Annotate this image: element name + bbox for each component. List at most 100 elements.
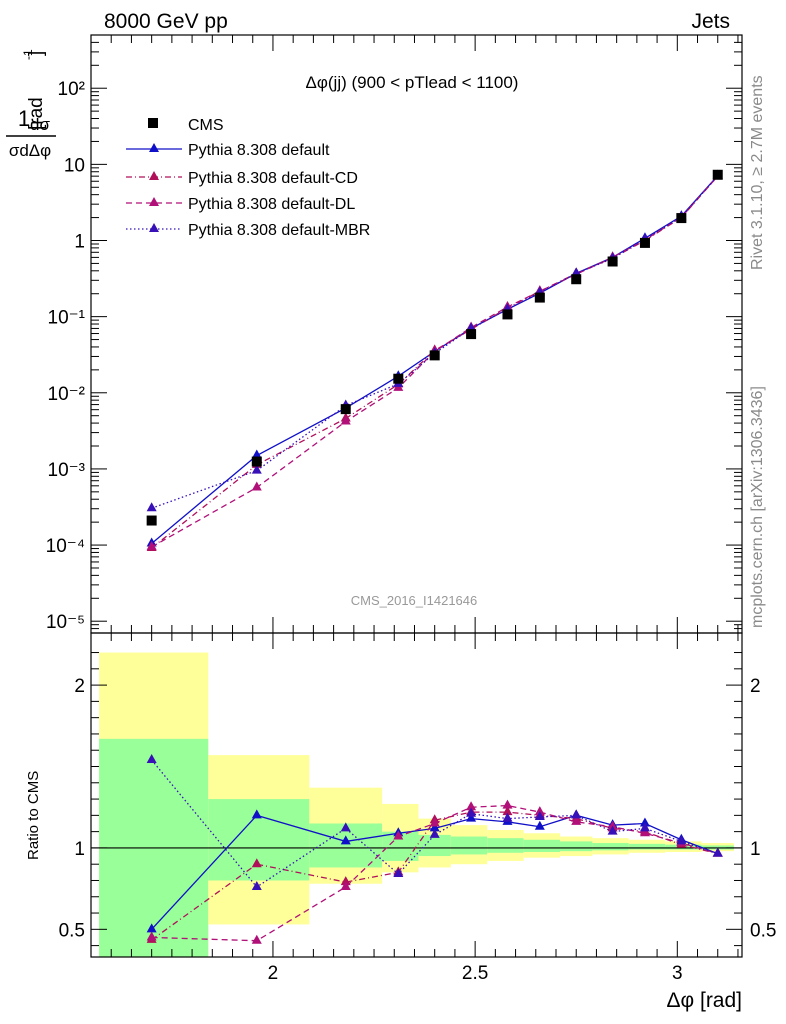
- y-tick-label: 10⁻²: [48, 384, 86, 405]
- header-left: 8000 GeV pp: [104, 10, 228, 33]
- cms-point: [146, 515, 157, 526]
- ratio-frame: [90, 632, 743, 958]
- ratio-y-tick-label: 2: [74, 676, 85, 697]
- ratio-y-axis-label: Ratio to CMS: [25, 771, 42, 860]
- ratio-point: [534, 810, 545, 820]
- header-right: Jets: [691, 10, 730, 33]
- y-tick-label: 10: [64, 155, 85, 176]
- y-tick-label: 1: [74, 232, 85, 253]
- cms-point: [534, 292, 545, 303]
- cms-point: [676, 213, 687, 224]
- series-point: [340, 415, 351, 425]
- plot-title: Δφ(jj) (900 < pTlead < 1100): [306, 73, 519, 92]
- x-tick-label: 2: [268, 963, 279, 984]
- legend: CMS Pythia 8.308 default Pythia 8.308 de…: [126, 117, 370, 239]
- ratio-point: [146, 931, 157, 941]
- ratio-point: [502, 806, 513, 816]
- band-inner: [628, 843, 666, 850]
- cms-point: [393, 373, 404, 384]
- ratio-point: [393, 867, 404, 877]
- main-series: [146, 169, 723, 552]
- svg-text:]: ]: [26, 51, 47, 56]
- ratio-point: [340, 876, 351, 886]
- series-point: [251, 464, 262, 474]
- cms-point: [340, 404, 351, 415]
- band-inner: [450, 836, 488, 855]
- ratio-point: [340, 822, 351, 832]
- ratio-point: [571, 809, 582, 819]
- ratio-y-tick-label: 0.5: [59, 920, 85, 941]
- ratio-point: [502, 812, 513, 822]
- legend-label-default: Pythia 8.308 default: [188, 142, 330, 159]
- ratio-point: [429, 828, 440, 838]
- legend-entry-mbr: Pythia 8.308 default-MBR: [126, 222, 370, 239]
- svg-text:σdΔφ: σdΔφ: [9, 141, 51, 160]
- ratio-y-tick-label-right: 1: [750, 839, 761, 860]
- legend-entry-cd: Pythia 8.308 default-CD: [126, 170, 358, 187]
- legend-entry-default: Pythia 8.308 default: [126, 142, 330, 159]
- series-point: [251, 449, 262, 459]
- svg-text:[rad: [rad: [26, 97, 47, 130]
- legend-label-mbr: Pythia 8.308 default-MBR: [188, 222, 370, 239]
- ratio-point: [534, 820, 545, 830]
- ratio-point: [712, 847, 723, 857]
- ratio-point: [340, 835, 351, 845]
- band-inner: [592, 843, 629, 851]
- ratio-series: [146, 753, 723, 944]
- ratio-point: [639, 822, 650, 832]
- ratio-point: [340, 880, 351, 890]
- ratio-point: [607, 820, 618, 830]
- y-tick-label: 10⁻⁴: [46, 536, 85, 557]
- ratio-point: [466, 812, 477, 822]
- y-tick-label: 10⁻¹: [48, 308, 86, 329]
- main-y-axis-label: 1 dσ σdΔφ [rad -1 ]: [6, 49, 56, 160]
- band-inner: [208, 799, 310, 881]
- y-tick-label: 10²: [58, 79, 85, 100]
- ratio-y-tick-label-right: 0.5: [750, 920, 776, 941]
- ratio-point: [466, 801, 477, 811]
- ratio-y-tick-label: 1: [74, 839, 85, 860]
- ratio-point: [146, 923, 157, 933]
- ratio-point: [466, 807, 477, 817]
- cms-point: [502, 309, 513, 320]
- legend-label-cd: Pythia 8.308 default-CD: [188, 170, 358, 187]
- ratio-point: [639, 827, 650, 837]
- svg-text:-1: -1: [21, 49, 35, 60]
- band-inner: [487, 838, 524, 853]
- y-tick-label: 10⁻⁵: [46, 612, 85, 633]
- watermark: CMS_2016_I1421646: [351, 593, 478, 608]
- svg-text:1: 1: [18, 106, 30, 131]
- ratio-point: [393, 830, 404, 840]
- band-inner: [560, 841, 593, 852]
- ratio-point: [251, 934, 262, 944]
- cms-point: [429, 350, 440, 361]
- ratio-axes: 2 2.5 3 0.5 0.5 1 1 2 2: [59, 632, 776, 984]
- band-inner: [418, 834, 451, 857]
- x-axis-label: Δφ [rad]: [667, 989, 743, 1012]
- ratio-point: [146, 753, 157, 763]
- ratio-y-tick-label-right: 2: [750, 676, 761, 697]
- cms-point: [639, 237, 650, 248]
- ratio-point: [607, 825, 618, 835]
- ratio-point: [676, 835, 687, 845]
- cms-point: [571, 274, 582, 285]
- series-point: [571, 267, 582, 277]
- legend-label-dl: Pythia 8.308 default-DL: [188, 196, 355, 213]
- ratio-point: [571, 815, 582, 825]
- ratio-point: [429, 822, 440, 832]
- cms-point: [712, 169, 723, 180]
- series-point: [251, 481, 262, 491]
- y-tick-label: 10⁻³: [48, 460, 86, 481]
- cms-point: [607, 256, 618, 267]
- cms-point: [466, 329, 477, 340]
- ratio-point: [534, 806, 545, 816]
- ratio-uncertainty-bands: [99, 652, 734, 957]
- ratio-point: [429, 817, 440, 827]
- rivet-version-label: Rivet 3.1.10, ≥ 2.7M events: [749, 75, 766, 270]
- legend-label-cms: CMS: [188, 117, 224, 134]
- ratio-point: [251, 809, 262, 819]
- cms-point: [251, 456, 262, 467]
- svg-text:dσ: dσ: [30, 115, 50, 134]
- legend-entry-dl: Pythia 8.308 default-DL: [126, 196, 355, 213]
